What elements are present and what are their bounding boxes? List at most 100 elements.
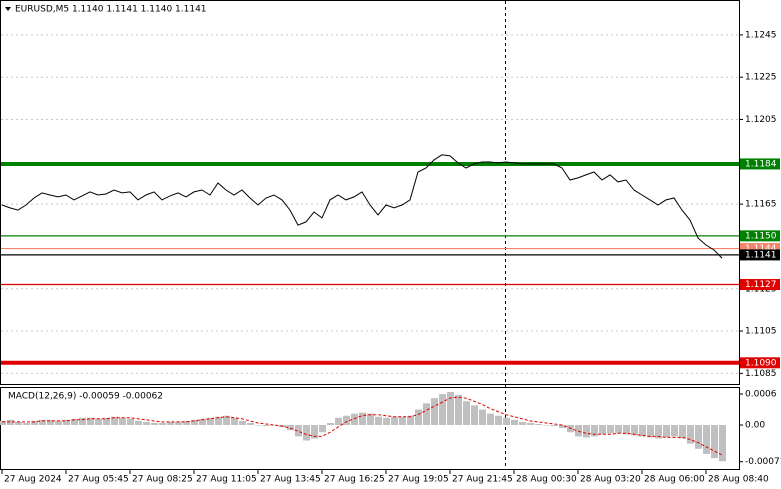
x-tick-label: 28 Aug 03:20 <box>580 475 641 485</box>
macd-bar <box>479 409 486 426</box>
macd-bar <box>175 421 182 426</box>
level-label: 1.1184 <box>745 159 777 169</box>
macd-bar <box>615 425 622 434</box>
macd-bar <box>711 425 718 459</box>
macd-bar <box>599 425 606 435</box>
price-line <box>1 154 723 259</box>
macd-bar <box>415 409 422 426</box>
y-tick-label: 1.1085 <box>745 369 777 379</box>
macd-bar <box>591 425 598 437</box>
level-label: 1.1141 <box>745 250 777 260</box>
macd-bar <box>447 391 454 426</box>
level-tag <box>740 357 780 369</box>
menu-arrow <box>5 7 11 11</box>
macd-bar <box>327 422 334 426</box>
macd-bar <box>359 412 366 426</box>
macd-bar <box>239 420 246 426</box>
macd-bar <box>311 425 318 439</box>
macd-bar <box>183 420 190 426</box>
macd-bar <box>151 422 158 426</box>
macd-bar <box>135 420 142 426</box>
macd-bar <box>87 417 94 426</box>
macd-bar <box>511 419 518 426</box>
macd-bar <box>215 416 222 426</box>
macd-bar <box>319 425 326 433</box>
main-panel <box>0 0 740 385</box>
macd-bar <box>127 418 134 426</box>
macd-bar <box>143 421 150 426</box>
macd-bar <box>47 419 54 426</box>
x-tick-label: 27 Aug 05:45 <box>68 475 129 485</box>
macd-bar <box>255 425 262 426</box>
macd-bar <box>679 425 686 439</box>
level-tag <box>740 279 780 291</box>
macd-bar <box>39 419 46 426</box>
macd-bar <box>351 413 358 426</box>
x-tick-label: 28 Aug 06:00 <box>644 475 705 485</box>
macd-bar <box>623 425 630 435</box>
macd-bar <box>695 425 702 449</box>
macd-bar <box>607 425 614 434</box>
macd-bar <box>399 416 406 426</box>
macd-bar <box>263 425 270 427</box>
y-tick-label: 0.0006 <box>745 389 777 399</box>
macd-bar <box>55 420 62 426</box>
macd-bar <box>407 415 414 426</box>
y-tick-label: -0.00071 <box>745 457 781 467</box>
macd-bar <box>383 417 390 426</box>
y-tick-label: 1.1165 <box>745 200 777 210</box>
macd-bar <box>559 425 566 429</box>
macd-bar <box>455 395 462 426</box>
macd-bar <box>671 425 678 437</box>
macd-bar <box>79 417 86 426</box>
macd-bar <box>111 416 118 426</box>
level-tag <box>740 243 780 255</box>
macd-panel <box>0 387 740 470</box>
level-tag <box>740 249 780 261</box>
macd-bar <box>31 420 38 426</box>
x-tick-label: 28 Aug 00:30 <box>516 475 577 485</box>
macd-bar <box>631 425 638 436</box>
x-tick-label: 27 Aug 13:45 <box>260 475 321 485</box>
macd-bar <box>199 418 206 426</box>
x-tick-label: 27 Aug 2024 <box>4 475 62 485</box>
macd-bar <box>335 417 342 426</box>
macd-bar <box>375 416 382 426</box>
macd-bar <box>191 419 198 426</box>
macd-bar <box>543 425 550 426</box>
macd-bar <box>343 415 350 426</box>
macd-bar <box>527 422 534 426</box>
level-label: 1.1144 <box>745 244 777 254</box>
macd-bar <box>231 417 238 426</box>
macd-bar <box>119 417 126 426</box>
macd-bar <box>159 422 166 426</box>
x-tick-label: 27 Aug 21:45 <box>452 475 513 485</box>
macd-bar <box>303 425 310 441</box>
macd-title: MACD(12,26,9) -0.00059 -0.00062 <box>8 392 163 402</box>
macd-bar <box>639 425 646 437</box>
macd-bar <box>207 417 214 426</box>
macd-bar <box>519 421 526 426</box>
x-tick-label: 27 Aug 08:25 <box>132 475 193 485</box>
macd-bar <box>103 417 110 426</box>
macd-bar <box>71 418 78 426</box>
macd-bar <box>367 413 374 426</box>
x-tick-label: 27 Aug 11:05 <box>196 475 257 485</box>
signal-line <box>2 396 723 456</box>
chart-title: EURUSD,M5 1.1140 1.1141 1.1140 1.1141 <box>15 5 207 15</box>
macd-bar <box>167 421 174 426</box>
macd-bar <box>535 423 542 426</box>
macd-bar <box>551 425 558 427</box>
macd-bar <box>247 422 254 426</box>
x-tick-label: 27 Aug 16:25 <box>324 475 385 485</box>
macd-bar <box>703 425 710 454</box>
y-tick-label: 1.1205 <box>745 115 777 125</box>
macd-bar <box>687 425 694 444</box>
macd-bar <box>487 413 494 426</box>
macd-bar <box>575 425 582 437</box>
macd-bar <box>431 398 438 426</box>
x-tick-label: 27 Aug 19:05 <box>388 475 449 485</box>
macd-bar <box>95 418 102 426</box>
macd-bar <box>15 421 22 426</box>
